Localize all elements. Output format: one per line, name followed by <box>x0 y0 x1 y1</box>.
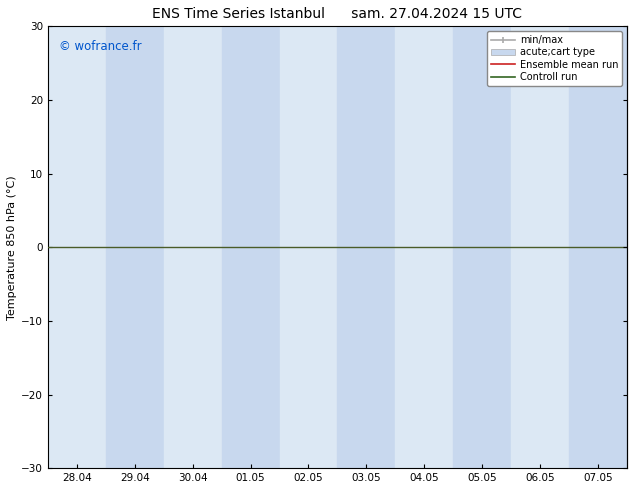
Title: ENS Time Series Istanbul      sam. 27.04.2024 15 UTC: ENS Time Series Istanbul sam. 27.04.2024… <box>152 7 522 21</box>
Bar <box>511 26 569 468</box>
Bar <box>48 26 106 468</box>
Y-axis label: Temperature 850 hPa (°C): Temperature 850 hPa (°C) <box>7 175 17 319</box>
Bar <box>396 26 453 468</box>
Legend: min/max, acute;cart type, Ensemble mean run, Controll run: min/max, acute;cart type, Ensemble mean … <box>487 31 622 86</box>
Bar <box>222 26 280 468</box>
Bar <box>453 26 511 468</box>
Text: © wofrance.fr: © wofrance.fr <box>60 40 142 52</box>
Bar <box>280 26 337 468</box>
Bar <box>569 26 627 468</box>
Bar <box>164 26 222 468</box>
Bar <box>106 26 164 468</box>
Bar <box>337 26 396 468</box>
